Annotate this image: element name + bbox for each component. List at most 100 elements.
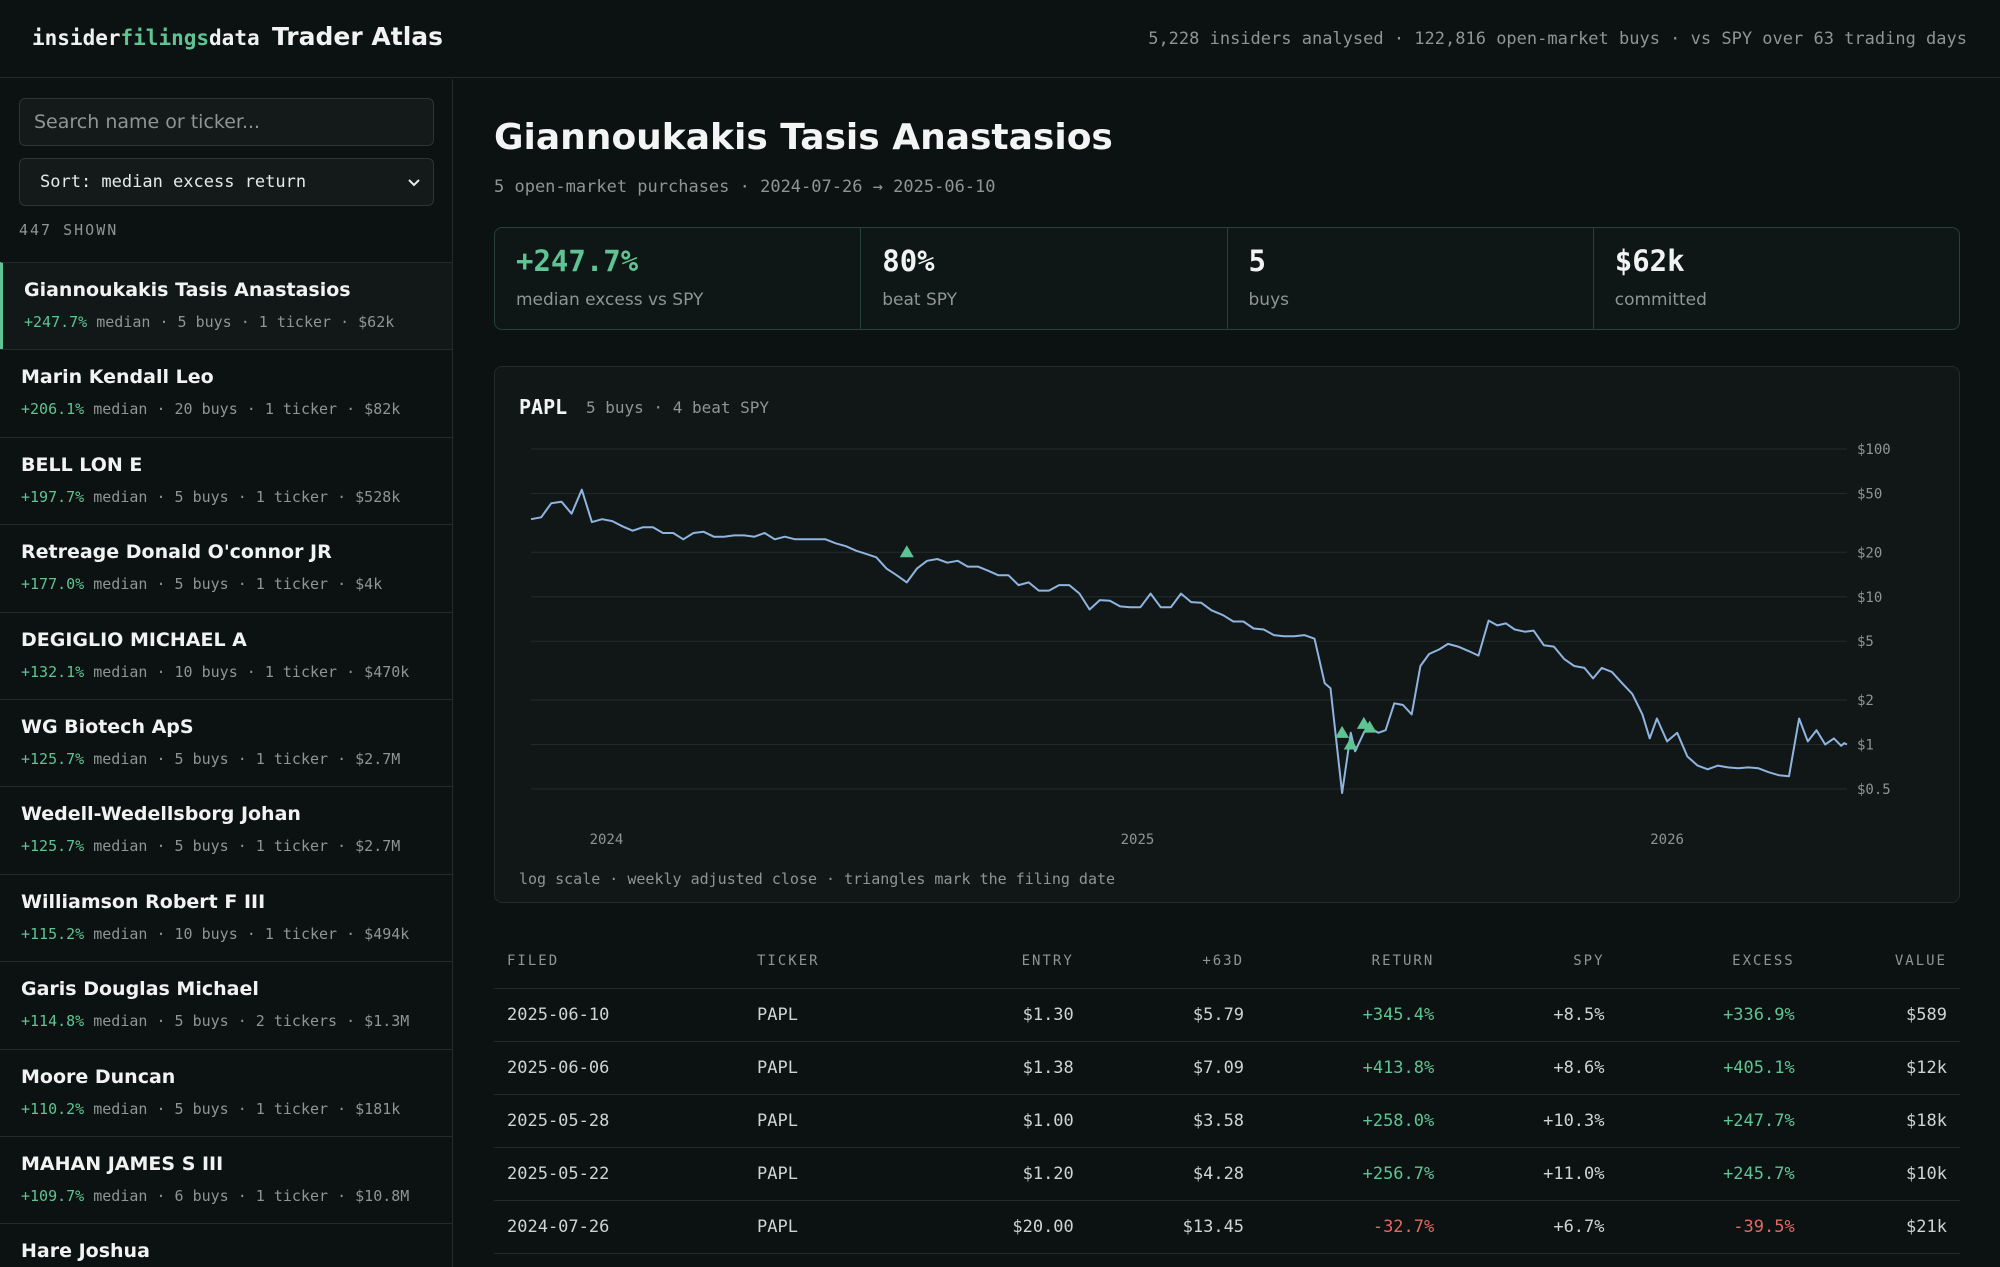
table-cell: $1.30 — [916, 988, 1087, 1042]
trader-meta-details: median · 5 buys · 1 ticker · $62k — [87, 313, 395, 331]
table-cell: +245.7% — [1617, 1147, 1808, 1201]
y-tick-label: $20 — [1857, 545, 1882, 561]
price-line — [530, 488, 1848, 794]
trader-meta-details: median · 20 buys · 1 ticker · $82k — [84, 400, 401, 419]
table-cell: $1.00 — [916, 1094, 1087, 1148]
trader-median-excess: +114.8% — [21, 1012, 85, 1031]
trader-list-item[interactable]: Moore Duncan +110.2% median · 5 buys · 1 … — [0, 1048, 452, 1136]
chart-note: log scale · weekly adjusted close · tria… — [519, 870, 1116, 888]
trader-meta-details: median · 5 buys · 1 ticker · $528k — [84, 487, 401, 506]
trader-list-item[interactable]: Giannoukakis Tasis Anastasios +247.7% med… — [0, 262, 452, 350]
trader-list-item[interactable]: Retreage Donald O'connor JR +177.0% media… — [0, 524, 452, 611]
trader-meta-details: median · 5 buys · 1 ticker · $181k — [84, 1099, 401, 1118]
trader-median-excess: +247.7% — [24, 313, 88, 331]
trader-name: MAHAN JAMES S III — [21, 1152, 224, 1175]
trader-median-excess: +115.2% — [21, 924, 85, 943]
table-cell: $18k — [1807, 1094, 1960, 1148]
sort-select-value: Sort: median excess return — [40, 172, 307, 192]
stat-label: median excess vs SPY — [516, 290, 704, 310]
trader-list-item[interactable]: Garis Douglas Michael +114.8% median · 5 … — [0, 961, 452, 1048]
table-cell: $4.28 — [1086, 1147, 1258, 1201]
trader-meta: +197.7% median · 5 buys · 1 ticker · $52… — [21, 488, 400, 506]
price-chart-card: $0.5 $1 $2 $5 $10 $20 $50 $100 2024 2025 2026 PAPL… — [494, 366, 1960, 903]
column-header: TICKER — [744, 935, 917, 989]
trader-meta-details: median · 10 buys · 1 ticker · $494k — [84, 924, 410, 943]
table-cell: PAPL — [744, 1147, 917, 1201]
column-header: FILED — [494, 935, 744, 989]
stat-value: 5 — [1248, 244, 1266, 278]
table-cell: +10.3% — [1447, 1094, 1618, 1148]
stat-card: $62k committed — [1592, 228, 1959, 329]
trader-name: Moore Duncan — [21, 1065, 176, 1088]
table-cell: 2025-06-10 — [494, 988, 744, 1042]
trader-list-item[interactable]: WG Biotech ApS +125.7% median · 5 buys · … — [0, 698, 452, 786]
trader-list-item[interactable]: Hare Joshua — [0, 1223, 452, 1267]
trader-median-excess: +177.0% — [21, 575, 85, 594]
trader-list-item[interactable]: Marin Kendall Leo +206.1% median · 20 buy… — [0, 349, 452, 436]
brand-logo[interactable]: insiderfilingsdata — [32, 26, 260, 50]
trader-list-item[interactable]: DEGIGLIO MICHAEL A +132.1% median · 10 bu… — [0, 611, 452, 699]
table-cell: 2024-07-26 — [494, 1200, 744, 1254]
y-tick-label: $0.5 — [1857, 782, 1891, 798]
table-cell: $589 — [1807, 988, 1960, 1042]
table-cell: $21k — [1807, 1200, 1960, 1254]
table-row: 2024-07-26 PAPL $20.00 $13.45 -32.7% +6.7% -39… — [494, 1200, 1960, 1254]
buy-marker-icon — [1362, 720, 1377, 733]
table-cell: $20.00 — [916, 1200, 1087, 1254]
stat-label: buys — [1248, 290, 1289, 310]
column-header: +63D — [1086, 935, 1258, 989]
y-tick-label: $1 — [1857, 738, 1874, 754]
trader-median-excess: +125.7% — [21, 837, 85, 856]
stat-label: committed — [1614, 290, 1707, 310]
trader-name: WG Biotech ApS — [21, 715, 194, 738]
column-header: RETURN — [1257, 935, 1448, 989]
trader-median-excess: +132.1% — [21, 662, 85, 681]
trader-meta: +247.7% median · 5 buys · 1 ticker · $62… — [24, 313, 394, 331]
x-tick-label: 2025 — [1121, 832, 1155, 848]
trader-name: DEGIGLIO MICHAEL A — [21, 628, 247, 651]
table-cell: $3.58 — [1086, 1094, 1258, 1148]
dataset-stats: 5,228 insiders analysed · 122,816 open-m… — [1148, 29, 1967, 49]
trader-meta: +125.7% median · 5 buys · 1 ticker · $2.… — [21, 750, 400, 768]
y-tick-label: $10 — [1857, 590, 1882, 606]
stat-card: 80% beat SPY — [860, 228, 1226, 329]
x-tick-label: 2024 — [590, 832, 624, 848]
top-bar: insiderfilingsdata Trader Atlas 5,228 in… — [0, 0, 2000, 78]
trader-list-item[interactable]: Williamson Robert F III +115.2% median · … — [0, 873, 452, 961]
search-input[interactable] — [19, 98, 434, 146]
app-title: Trader Atlas — [272, 22, 444, 51]
table-cell: +247.7% — [1617, 1094, 1808, 1148]
table-cell: $5.79 — [1086, 988, 1258, 1042]
trader-meta: +177.0% median · 5 buys · 1 ticker · $4k — [21, 575, 382, 593]
trader-meta: +110.2% median · 5 buys · 1 ticker · $18… — [21, 1100, 400, 1118]
table-cell: 2025-06-06 — [494, 1041, 744, 1095]
trader-meta-details: median · 5 buys · 2 tickers · $1.3M — [84, 1012, 410, 1031]
trader-median-excess: +110.2% — [21, 1099, 85, 1118]
trader-list-item[interactable]: Wedell-Wedellsborg Johan +125.7% median ·… — [0, 786, 452, 873]
stat-card: 5 buys — [1226, 228, 1593, 329]
trader-meta-details: median · 10 buys · 1 ticker · $470k — [84, 662, 410, 681]
table-cell: PAPL — [744, 988, 917, 1042]
price-chart: $0.5 $1 $2 $5 $10 $20 $50 $100 2024 2025 2026 — [530, 442, 1891, 848]
table-cell: PAPL — [744, 1094, 917, 1148]
trader-name: Hare Joshua — [21, 1240, 150, 1263]
trader-name: Williamson Robert F III — [21, 890, 266, 913]
table-body: 2025-06-10 PAPL $1.30 $5.79 +345.4% +8.5% +336… — [494, 988, 1960, 1254]
y-tick-label: $2 — [1857, 693, 1874, 709]
stat-card: +247.7% median excess vs SPY — [495, 228, 860, 329]
sort-select[interactable]: Sort: median excess return — [19, 158, 434, 206]
buy-marker-icon — [1335, 725, 1350, 738]
brand-part-2: filings — [120, 26, 210, 50]
table-cell: -39.5% — [1617, 1200, 1808, 1254]
table-cell: +345.4% — [1257, 988, 1448, 1042]
chart-ticker: PAPL — [519, 395, 568, 419]
trader-meta: +132.1% median · 10 buys · 1 ticker · $4… — [21, 663, 409, 681]
table-cell: +6.7% — [1447, 1200, 1618, 1254]
trader-meta-details: median · 5 buys · 1 ticker · $2.7M — [84, 837, 401, 856]
trader-list-item[interactable]: MAHAN JAMES S III +109.7% median · 6 buys… — [0, 1135, 452, 1223]
brand-part-1: insider — [32, 26, 121, 50]
trader-list-item[interactable]: BELL LON E +197.7% median · 5 buys · 1 ti… — [0, 436, 452, 524]
table-row: 2025-06-06 PAPL $1.38 $7.09 +413.8% +8.6% +405… — [494, 1041, 1960, 1095]
shown-count: 447 SHOWN — [19, 221, 119, 239]
table-cell: PAPL — [744, 1200, 917, 1254]
